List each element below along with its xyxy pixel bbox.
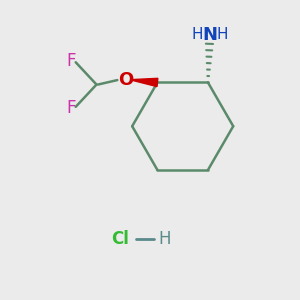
- Text: H: H: [158, 230, 170, 248]
- Polygon shape: [134, 78, 158, 87]
- Text: H: H: [216, 27, 228, 42]
- Text: Cl: Cl: [111, 230, 129, 248]
- Text: O: O: [118, 71, 134, 89]
- Text: N: N: [202, 26, 217, 44]
- Text: H: H: [191, 27, 203, 42]
- Text: F: F: [67, 99, 76, 117]
- Text: F: F: [67, 52, 76, 70]
